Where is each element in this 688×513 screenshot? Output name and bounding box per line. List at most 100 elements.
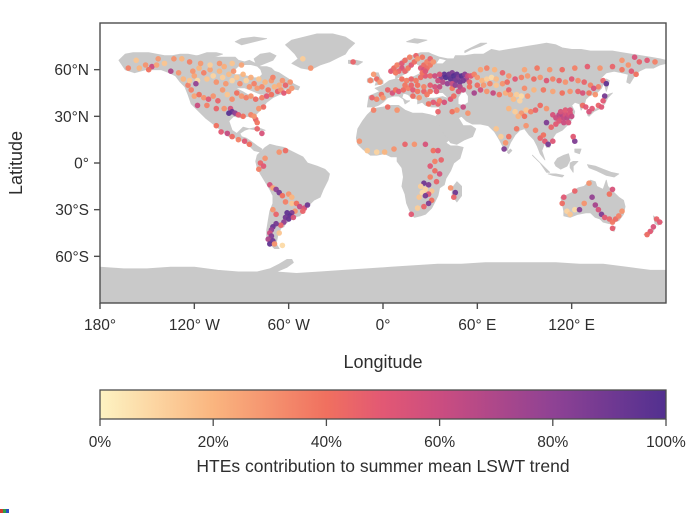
lake-point [559,66,565,73]
lake-point [276,230,283,236]
lake-point [380,94,386,101]
lake-point [444,80,451,87]
lake-point [532,107,539,113]
lake-point [427,174,434,180]
lake-point [455,88,462,95]
lake-point [218,129,224,135]
lake-point [460,87,467,93]
lake-point [252,96,259,102]
lake-point [438,157,445,163]
y-tick-label: 30°S [55,202,89,219]
lake-point [422,141,429,148]
lake-point [413,77,419,84]
lake-point [460,77,467,84]
lake-point [493,76,500,82]
lake-point [279,77,286,84]
lake-point [499,70,506,76]
lake-point [466,84,473,90]
lake-point [145,66,152,73]
lake-point [575,88,581,95]
lake-point [213,79,220,85]
lake-point [631,54,638,60]
lake-point [583,104,589,110]
lake-point [561,194,567,200]
lake-point [279,192,286,199]
lake-point [421,84,427,90]
lake-point [432,84,438,90]
lake-point [370,71,377,78]
landmass [547,173,565,178]
lake-point [251,80,257,87]
lake-point [263,93,270,99]
lake-point [180,76,187,82]
lake-point [466,79,473,85]
screen-artifact [0,509,9,513]
lake-point [237,80,243,87]
lake-point [246,84,253,90]
lake-point [628,68,635,74]
lake-point [513,126,520,132]
lake-point [229,60,235,67]
lake-point [436,98,443,104]
y-axis-title: Latitude [6,131,26,195]
lake-point [125,65,132,71]
lake-point [521,85,528,92]
lake-point [506,105,512,112]
lake-point [255,105,262,112]
lake-point [219,87,226,93]
lake-point [243,94,249,101]
lake-point [417,183,424,190]
lake-point [186,77,193,84]
lake-point [190,68,196,74]
lake-point [597,65,603,71]
lake-point [493,126,500,132]
lake-point [430,147,437,154]
lake-point [425,200,432,207]
lake-point [219,74,226,81]
lake-point [436,71,443,78]
lake-point [513,91,520,98]
lake-point [568,113,575,120]
lake-point [447,185,454,191]
lake-point [436,84,443,90]
lake-point [210,93,216,99]
lake-point [524,93,531,99]
lake-point [207,66,213,73]
x-tick-label: 120° E [548,317,595,334]
lake-point [238,62,245,68]
lake-point [491,66,498,73]
lake-point [234,90,240,96]
lake-point [477,66,484,73]
lake-point [532,127,539,134]
lake-point [267,241,273,247]
lake-point [414,82,421,88]
lake-point [185,82,191,88]
inland-water [397,60,431,79]
lake-point [427,82,434,88]
lake-point [229,96,235,102]
lake-point [370,107,377,113]
lake-point [394,107,400,113]
lake-point [381,149,388,155]
lake-point [215,98,221,104]
lake-point [240,71,246,78]
lake-point [153,62,160,68]
lake-point [265,236,272,242]
lake-point [543,105,550,112]
inland-water [436,58,446,64]
landmass [234,36,268,46]
lake-point [432,73,438,79]
lake-point [282,82,289,88]
lake-point [254,85,260,92]
lake-point [394,62,400,68]
lake-point [487,80,493,87]
lake-point [373,96,380,102]
landmasses [100,33,666,303]
lake-point [238,93,245,99]
lake-point [422,68,429,74]
lake-point [567,107,573,113]
landmass [574,148,582,155]
lake-point [488,74,495,81]
colorbar-title: HTEs contribution to summer mean LSWT tr… [196,456,569,476]
lake-point [265,87,272,93]
